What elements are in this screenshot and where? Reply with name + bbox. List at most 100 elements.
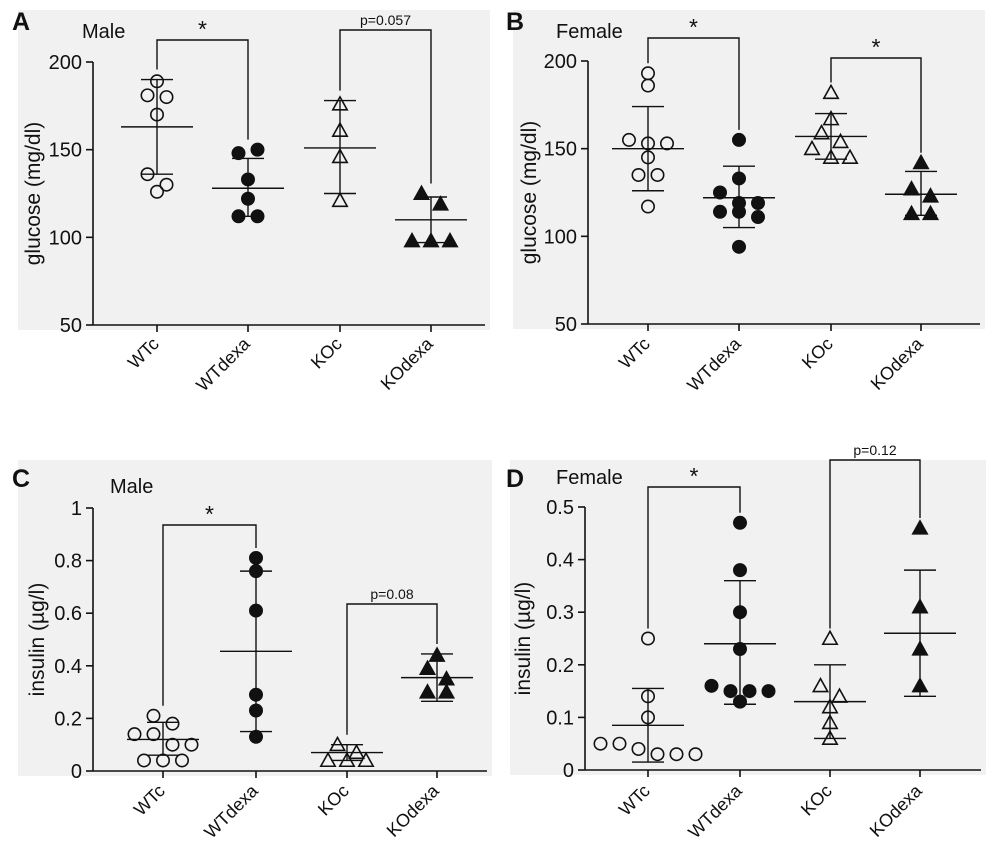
data-point (803, 139, 821, 156)
data-point (732, 694, 747, 709)
group-wtdexa (703, 132, 775, 254)
group-wtc (121, 74, 193, 199)
panel-title: Male (110, 476, 153, 498)
data-point (412, 184, 431, 201)
data-point (441, 231, 459, 248)
panel-d: D Female 0 0.1 0.2 0.3 0.4 0.5 insulin (µg/l) WTc… (506, 442, 986, 842)
data-point (250, 142, 265, 157)
significance-bracket: p=0.057 (339, 12, 432, 184)
data-point (902, 180, 921, 196)
x-tick-label: WTdexa (200, 780, 262, 842)
data-point (902, 204, 921, 221)
significance-bracket: * (156, 16, 249, 140)
plot-background (18, 460, 492, 776)
plot-background (513, 10, 985, 329)
data-point (631, 741, 646, 756)
bracket-line (339, 29, 432, 184)
data-point (911, 598, 929, 614)
group-kodexa (395, 184, 467, 248)
y-tick-label: 50 (555, 314, 577, 336)
data-point (159, 177, 174, 192)
y-tick-label: 0.2 (54, 708, 82, 730)
data-point (822, 148, 840, 164)
x-tick-label: WTc (615, 781, 654, 820)
bracket-line (829, 459, 921, 629)
x-tick-label: WTdexa (683, 333, 745, 395)
data-point (921, 187, 940, 203)
data-point (704, 678, 719, 693)
data-point (249, 550, 264, 565)
data-point (761, 684, 776, 699)
data-point (731, 204, 746, 219)
significance-bracket: * (647, 463, 741, 629)
panel-c: C Male 0 0.2 0.4 0.6 0.8 1 insulin (µg/l) WTc WTde… (12, 460, 492, 842)
significance-label: p=0.08 (370, 586, 413, 602)
data-point (750, 210, 765, 225)
data-point (127, 727, 142, 742)
x-tick-label: KOc (307, 334, 346, 373)
data-point (640, 78, 655, 93)
data-point (319, 751, 337, 768)
data-point (347, 743, 366, 760)
data-point (822, 83, 840, 100)
data-point (331, 121, 349, 137)
data-point (742, 684, 757, 699)
y-tick-label: 100 (544, 226, 577, 248)
data-point (732, 515, 747, 530)
group-wtdexa (212, 142, 284, 224)
data-point (712, 185, 727, 200)
panel-title: Male (82, 21, 125, 43)
data-point (631, 167, 646, 182)
group-wtc (612, 66, 684, 214)
y-tick-label: 0.1 (546, 707, 574, 729)
data-point (731, 239, 746, 254)
data-point (831, 132, 850, 149)
plot-background (510, 460, 986, 775)
data-point (249, 703, 264, 718)
significance-bracket: p=0.12 (829, 442, 921, 629)
data-point (231, 146, 246, 161)
panel-b: B Female 50 100 150 200 glucose (mg/dl) WTc WTde… (506, 8, 985, 395)
significance-label: * (205, 501, 214, 527)
x-tick-label: WTdexa (684, 780, 746, 842)
y-tick-label: 0.4 (546, 550, 574, 572)
group-wtdexa (220, 550, 292, 744)
data-point (659, 136, 674, 151)
data-point (750, 196, 765, 211)
data-point (431, 195, 450, 211)
bracket-line (647, 37, 740, 130)
data-point (841, 148, 859, 164)
data-point (911, 676, 929, 693)
data-point (328, 735, 347, 752)
data-point (911, 640, 929, 656)
y-tick-label: 200 (544, 51, 577, 73)
group-koc (304, 95, 376, 208)
data-point (165, 716, 180, 731)
panel-title: Female (556, 467, 623, 489)
panel-a: A Male 50 100 150 200 glucose (mg/dl) WTc WTdexa… (12, 8, 490, 395)
bracket-line (346, 603, 438, 735)
bracket-line (647, 486, 741, 629)
data-point (821, 698, 839, 714)
data-point (403, 231, 421, 248)
data-point (640, 136, 655, 151)
data-point (249, 729, 264, 744)
x-tick-label: WTc (130, 781, 169, 820)
y-tick-label: 150 (544, 139, 577, 161)
y-tick-label: 0 (563, 760, 574, 782)
group-wtdexa (704, 515, 776, 709)
y-axis-label: glucose (mg/dl) (518, 121, 541, 265)
panel-letter: D (506, 465, 524, 493)
y-tick-label: 1 (71, 498, 82, 520)
group-kodexa (401, 646, 473, 703)
data-point (640, 150, 655, 165)
data-point (146, 727, 161, 742)
data-point (593, 736, 608, 751)
y-axis-label: glucose (mg/dl) (22, 122, 45, 266)
data-point (640, 689, 655, 704)
x-tick-label: KOc (798, 334, 837, 373)
data-point (911, 519, 929, 535)
data-point (811, 676, 830, 693)
data-point (338, 751, 356, 768)
